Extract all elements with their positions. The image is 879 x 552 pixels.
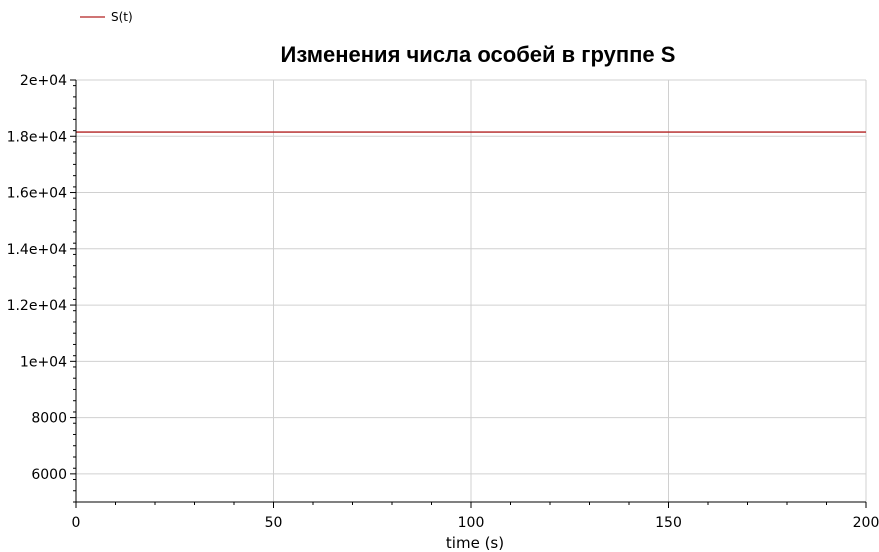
y-tick-label: 2e+04 xyxy=(20,73,67,89)
y-tick-label: 1.6e+04 xyxy=(7,186,68,202)
x-axis-title: time (s) xyxy=(446,534,504,552)
grid xyxy=(76,79,867,502)
x-tick-label: 100 xyxy=(458,515,485,531)
axes xyxy=(70,79,867,508)
y-tick-label: 1.2e+04 xyxy=(7,298,68,314)
y-tick-label: 8000 xyxy=(31,411,67,427)
y-tick-label: 1e+04 xyxy=(20,354,67,370)
x-tick-label: 0 xyxy=(72,515,81,531)
legend: S(t) xyxy=(80,10,133,24)
x-tick-label: 150 xyxy=(655,515,682,531)
y-tick-label: 1.4e+04 xyxy=(7,242,68,258)
chart-title: Изменения числа особей в группе S xyxy=(281,42,676,67)
legend-label-s-t: S(t) xyxy=(111,10,133,24)
y-tick-labels: 6000 8000 1e+04 1.2e+04 1.4e+04 1.6e+04 1.8e+0… xyxy=(7,73,68,483)
x-tick-label: 200 xyxy=(853,515,879,531)
x-tick-labels: 0 50 100 150 200 xyxy=(72,515,879,531)
x-tick-label: 50 xyxy=(265,515,283,531)
y-tick-label: 6000 xyxy=(31,467,67,483)
y-tick-label: 1.8e+04 xyxy=(7,129,68,145)
